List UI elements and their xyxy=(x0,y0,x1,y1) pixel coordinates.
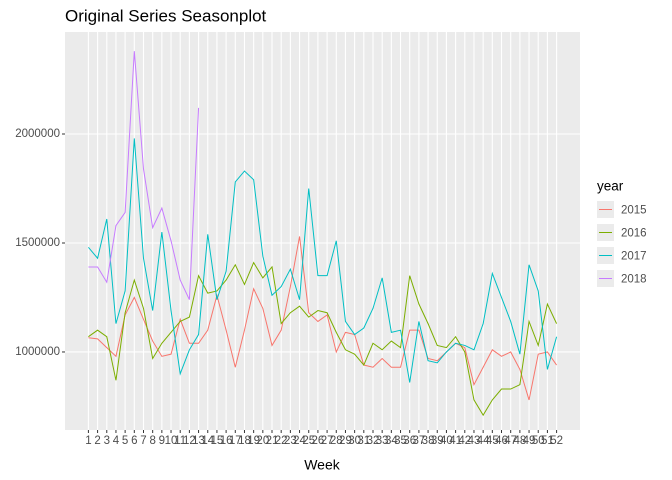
x-tick-label: 5 xyxy=(122,435,128,447)
x-tick-label: 28 xyxy=(330,435,343,447)
x-tick-label: 37 xyxy=(412,435,425,447)
x-tick-label: 42 xyxy=(458,435,471,447)
x-tick-label: 38 xyxy=(422,435,435,447)
x-tick-label: 33 xyxy=(376,435,389,447)
x-tick-label: 24 xyxy=(293,435,306,447)
x-tick-label: 32 xyxy=(367,435,380,447)
x-tick-label: 22 xyxy=(275,435,288,447)
x-tick-label: 21 xyxy=(266,435,279,447)
x-tick-label: 41 xyxy=(449,435,462,447)
x-tick-label: 48 xyxy=(513,435,526,447)
panel xyxy=(65,32,580,430)
legend-label: 2018 xyxy=(621,274,647,286)
x-tick-label: 31 xyxy=(357,435,370,447)
x-tick-label: 15 xyxy=(211,435,224,447)
x-tick-label: 3 xyxy=(104,435,110,447)
x-tick-label: 7 xyxy=(140,435,146,447)
x-tick-label: 43 xyxy=(468,435,481,447)
series-line xyxy=(88,236,558,401)
x-tick-label: 17 xyxy=(229,435,242,447)
legend-label: 2017 xyxy=(621,251,647,263)
x-tick-label: 10 xyxy=(165,435,178,447)
x-tick-label: 4 xyxy=(113,435,120,447)
series-line xyxy=(88,51,200,300)
x-tick-label: 9 xyxy=(159,435,165,447)
legend-label: 2016 xyxy=(621,228,647,240)
x-tick-label: 11 xyxy=(174,435,186,447)
x-tick-label: 39 xyxy=(431,435,444,447)
grid xyxy=(65,32,580,430)
x-tick-label: 29 xyxy=(339,435,352,447)
x-tick-label: 2 xyxy=(94,435,100,447)
x-tick-label: 44 xyxy=(477,435,490,447)
x-tick-label: 13 xyxy=(192,435,205,447)
x-tick-label: 12 xyxy=(183,435,196,447)
x-tick-label: 25 xyxy=(302,435,315,447)
y-tick-label: 1000000 xyxy=(15,346,60,358)
x-tick-label: 1 xyxy=(85,435,91,447)
x-tick-label: 36 xyxy=(403,435,416,447)
legend-title: year xyxy=(597,179,624,194)
legend-label: 2015 xyxy=(621,205,647,217)
x-tick-label: 45 xyxy=(486,435,499,447)
x-tick-label: 52 xyxy=(550,435,563,447)
x-tick-label: 34 xyxy=(385,435,398,447)
series-line xyxy=(88,138,558,383)
y-tick-label: 1500000 xyxy=(15,237,60,249)
x-tick-label: 49 xyxy=(523,435,536,447)
chart-title: Original Series Seasonplot xyxy=(65,6,267,25)
x-tick-label: 50 xyxy=(532,435,545,447)
x-tick-label: 19 xyxy=(247,435,260,447)
x-tick-label: 16 xyxy=(220,435,233,447)
x-tick-label: 23 xyxy=(284,435,297,447)
y-tick-label: 2000000 xyxy=(15,128,60,140)
x-tick-label: 27 xyxy=(321,435,334,447)
x-tick-label: 6 xyxy=(131,435,137,447)
x-tick-label: 30 xyxy=(348,435,361,447)
series-line xyxy=(88,261,558,417)
x-tick-label: 51 xyxy=(541,435,554,447)
x-tick-label: 20 xyxy=(256,435,269,447)
x-tick-label: 35 xyxy=(394,435,407,447)
x-tick-label: 18 xyxy=(238,435,251,447)
lines xyxy=(88,51,558,417)
x-tick-label: 8 xyxy=(149,435,155,447)
x-tick-label: 40 xyxy=(440,435,453,447)
x-tick-label: 46 xyxy=(495,435,508,447)
x-axis-label: Week xyxy=(304,457,341,473)
x-tick-label: 26 xyxy=(312,435,325,447)
x-tick-label: 47 xyxy=(504,435,517,447)
x-tick-label: 14 xyxy=(201,435,214,447)
